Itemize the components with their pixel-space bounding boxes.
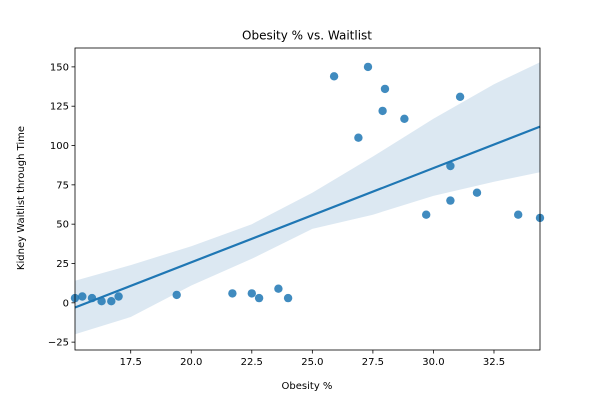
data-point (514, 210, 523, 219)
y-axis-label: Kidney Waitlist through Time (16, 126, 27, 270)
data-point (422, 210, 431, 219)
data-point (107, 297, 116, 306)
y-tick-label: −25 (48, 338, 69, 349)
y-axis-ticks: −25 0 25 50 75 100 125 150 (48, 62, 75, 349)
plot-frame (74, 47, 541, 351)
data-point (446, 196, 455, 205)
y-tick-label: 100 (50, 141, 69, 152)
y-tick-label: 150 (50, 62, 69, 73)
x-axis-label: Obesity % (282, 381, 333, 392)
data-point (228, 289, 237, 298)
data-point (283, 293, 293, 303)
x-tick-label: 32.5 (483, 357, 505, 368)
data-point (247, 289, 256, 298)
x-axis-ticks: 17.5 20.0 22.5 25.0 27.5 30.0 32.5 (120, 350, 505, 368)
data-point (380, 84, 390, 94)
data-point (363, 62, 373, 72)
data-point (446, 161, 455, 171)
x-tick-label: 22.5 (241, 357, 263, 368)
chart-title: Obesity % vs. Waitlist (242, 29, 372, 43)
data-point (274, 284, 283, 293)
data-point (472, 188, 482, 197)
y-tick-label: 25 (56, 259, 69, 270)
regression-line (74, 125, 541, 309)
data-point (354, 133, 363, 142)
data-point (378, 106, 387, 116)
y-tick-label: 125 (50, 102, 69, 113)
plot-area (70, 62, 545, 335)
data-point (114, 292, 123, 301)
data-point (455, 92, 465, 102)
x-tick-label: 17.5 (120, 357, 142, 368)
x-tick-label: 27.5 (362, 357, 384, 368)
y-tick-label: 0 (63, 298, 69, 309)
data-points (70, 62, 545, 306)
data-point (78, 292, 87, 301)
data-point (329, 72, 339, 81)
y-tick-label: 50 (56, 220, 69, 231)
x-tick-label: 25.0 (301, 357, 323, 368)
x-tick-label: 20.0 (180, 357, 202, 368)
confidence-band (75, 62, 540, 335)
data-point (172, 290, 181, 300)
y-tick-label: 75 (56, 180, 69, 191)
data-point (254, 293, 264, 303)
data-point (400, 114, 409, 124)
x-tick-label: 30.0 (422, 357, 444, 368)
